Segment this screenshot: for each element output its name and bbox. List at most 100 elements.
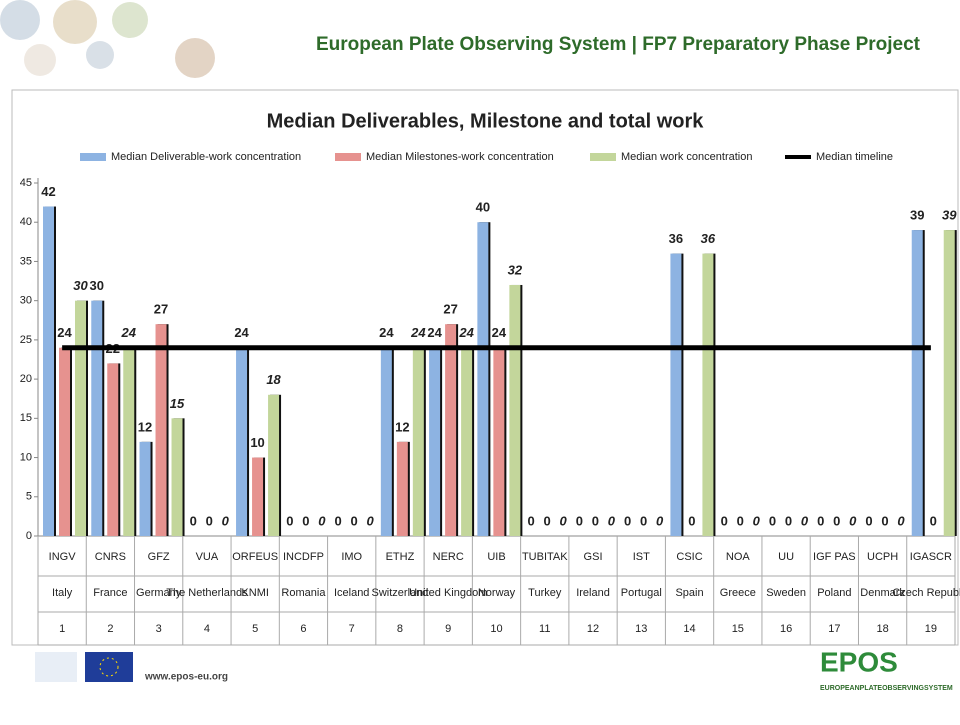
partner-number: 7 xyxy=(349,623,355,635)
country-label: KNMI xyxy=(241,587,269,599)
fp7-logo xyxy=(35,652,77,682)
chart: 051015202530354045INGVItaly1CNRSFrance2G… xyxy=(20,151,960,646)
data-label: 0 xyxy=(624,513,631,528)
country-label: Norway xyxy=(478,587,516,599)
country-label: Czech Republic xyxy=(892,587,960,599)
country-label: The Netherlands xyxy=(166,587,248,599)
partner-number: 12 xyxy=(587,623,599,635)
data-label: 24 xyxy=(410,325,426,340)
country-label: Poland xyxy=(817,587,851,599)
bar xyxy=(107,363,119,536)
country-label: Switzerland xyxy=(372,587,429,599)
data-label: 32 xyxy=(508,262,523,277)
y-tick-label: 25 xyxy=(20,334,32,346)
data-label: 0 xyxy=(817,513,824,528)
bar xyxy=(139,441,151,536)
y-tick-label: 40 xyxy=(20,216,32,228)
bar xyxy=(380,347,392,536)
bar xyxy=(412,347,424,536)
partner-number: 16 xyxy=(780,623,792,635)
data-label: 0 xyxy=(930,513,937,528)
data-label: 30 xyxy=(90,278,104,293)
photo-collage xyxy=(0,0,215,78)
data-label: 36 xyxy=(669,231,683,246)
bar xyxy=(155,324,167,536)
x-tick-label: NOA xyxy=(726,551,751,563)
x-tick-label: CNRS xyxy=(95,551,126,563)
partner-number: 5 xyxy=(252,623,258,635)
data-label: 0 xyxy=(334,513,341,528)
x-tick-label: GFZ xyxy=(148,551,170,563)
partner-number: 17 xyxy=(828,623,840,635)
data-label: 0 xyxy=(576,513,583,528)
x-tick-label: NERC xyxy=(433,551,464,563)
partner-number: 11 xyxy=(539,623,550,635)
data-label: 0 xyxy=(785,513,792,528)
partner-number: 4 xyxy=(204,623,210,635)
bar xyxy=(75,300,86,536)
y-tick-label: 5 xyxy=(26,491,32,503)
country-label: France xyxy=(93,587,127,599)
data-label: 0 xyxy=(286,513,293,528)
legend-swatch xyxy=(335,153,361,161)
data-label: 0 xyxy=(222,513,230,528)
country-label: Iceland xyxy=(334,587,369,599)
x-tick-label: INGV xyxy=(49,551,77,563)
data-label: 0 xyxy=(366,513,374,528)
data-label: 0 xyxy=(849,513,857,528)
partner-number: 9 xyxy=(445,623,451,635)
data-label: 27 xyxy=(154,302,168,317)
bar xyxy=(493,347,505,536)
data-label: 0 xyxy=(528,513,535,528)
partner-number: 10 xyxy=(490,623,502,635)
data-label: 24 xyxy=(121,325,137,340)
footer-logo-tagline: EUROPEANPLATEOBSERVINGSYSTEM xyxy=(820,685,953,692)
eu-flag xyxy=(85,652,133,682)
x-tick-label: UCPH xyxy=(867,551,898,563)
country-label: Denmark xyxy=(860,587,905,599)
data-label: 40 xyxy=(476,200,490,215)
bar xyxy=(123,347,135,536)
country-label: United Kingdom xyxy=(409,587,487,599)
x-tick-label: UIB xyxy=(487,551,505,563)
data-label: 0 xyxy=(640,513,647,528)
bar xyxy=(171,418,183,536)
data-label: 42 xyxy=(41,184,55,199)
country-label: Greece xyxy=(720,587,756,599)
country-label: Germany xyxy=(136,587,182,599)
y-tick-label: 30 xyxy=(20,295,32,307)
country-label: Spain xyxy=(675,587,703,599)
data-label: 10 xyxy=(250,435,264,450)
partner-number: 13 xyxy=(635,623,647,635)
data-label: 24 xyxy=(458,325,474,340)
data-label: 0 xyxy=(190,513,197,528)
data-label: 24 xyxy=(234,325,249,340)
x-tick-label: VUA xyxy=(196,551,219,563)
data-label: 0 xyxy=(592,513,599,528)
legend-swatch xyxy=(590,153,616,161)
x-tick-label: TUBITAK xyxy=(522,551,568,563)
x-tick-label: UU xyxy=(778,551,794,563)
data-label: 0 xyxy=(881,513,888,528)
partner-number: 3 xyxy=(156,623,162,635)
x-tick-label: ORFEUS xyxy=(232,551,278,563)
x-tick-label: INCDFP xyxy=(283,551,324,563)
data-label: 36 xyxy=(701,231,716,246)
legend-label: Median Deliverable-work concentration xyxy=(111,151,301,163)
data-label: 30 xyxy=(73,278,88,293)
chart-title: Median Deliverables, Milestone and total… xyxy=(267,110,705,132)
bar xyxy=(445,324,457,536)
y-tick-label: 10 xyxy=(20,451,32,463)
x-tick-label: GSI xyxy=(584,551,603,563)
country-label: Ireland xyxy=(576,587,610,599)
bar xyxy=(268,394,280,536)
y-tick-label: 45 xyxy=(20,177,32,189)
data-label: 27 xyxy=(443,302,457,317)
data-label: 0 xyxy=(560,513,568,528)
data-label: 24 xyxy=(492,325,507,340)
footer-url: www.epos-eu.org xyxy=(144,672,228,683)
data-label: 0 xyxy=(801,513,809,528)
data-label: 24 xyxy=(379,325,394,340)
data-label: 0 xyxy=(302,513,309,528)
